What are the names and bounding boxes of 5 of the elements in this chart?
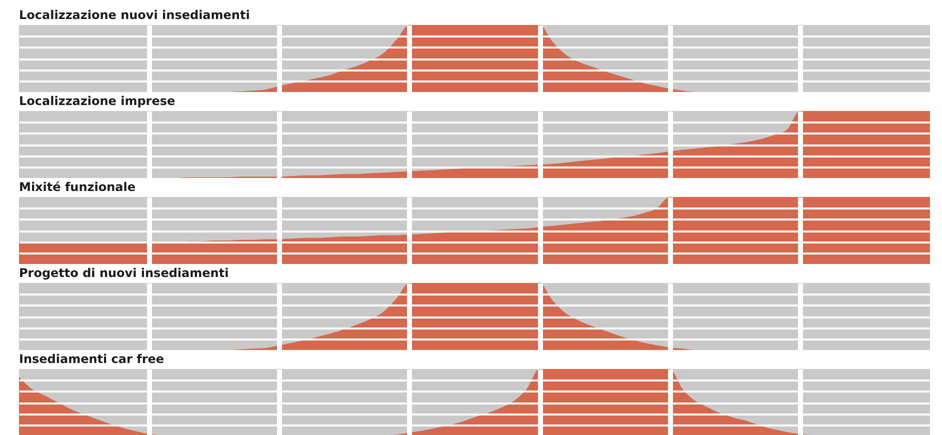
chart-title: Insediamenti car free (19, 352, 164, 366)
chart-title: Localizzazione nuovi insediamenti (19, 8, 250, 22)
chart-title: Mixité funzionale (19, 180, 136, 194)
chart-title: Progetto di nuovi insediamenti (19, 266, 229, 280)
chart-title: Localizzazione imprese (19, 94, 176, 108)
